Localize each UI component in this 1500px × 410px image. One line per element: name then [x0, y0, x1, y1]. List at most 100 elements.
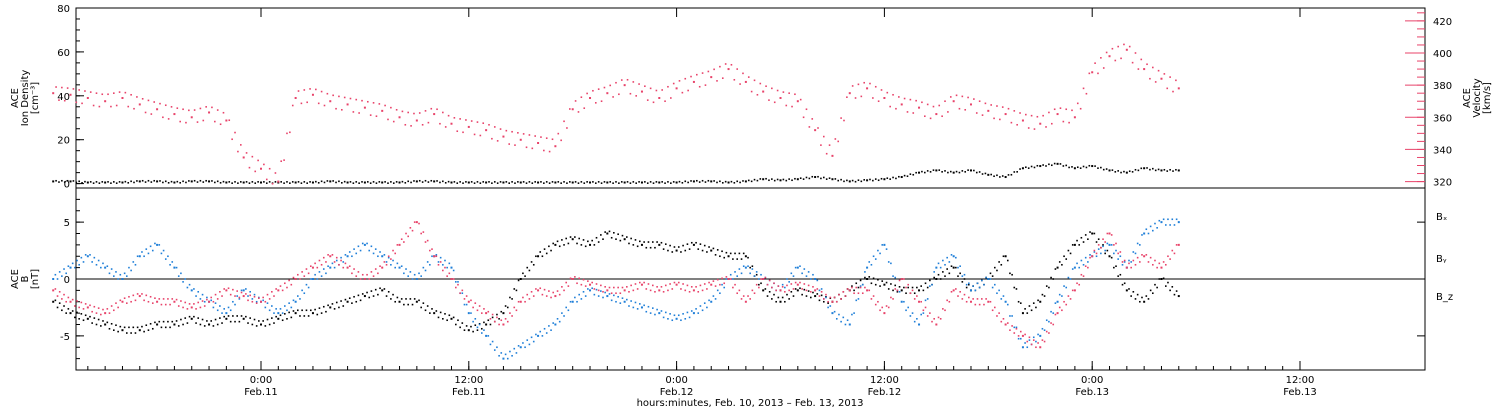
- velocity-point: [465, 119, 467, 121]
- velocity-point: [332, 94, 334, 97]
- density-point: [450, 181, 453, 184]
- density-point: [384, 181, 386, 183]
- By-point: [937, 262, 940, 265]
- Bx-point: [465, 325, 468, 327]
- Bz-point: [1054, 313, 1057, 316]
- density-point: [644, 181, 646, 183]
- By-point: [301, 289, 303, 292]
- By-point: [493, 349, 496, 351]
- velocity-point: [831, 154, 834, 157]
- density-point: [433, 180, 436, 183]
- velocity-point: [600, 100, 603, 103]
- By-point: [452, 269, 455, 272]
- density-point: [395, 181, 398, 183]
- Bz-point: [1035, 346, 1037, 349]
- Bx-point: [1030, 309, 1033, 312]
- Bx-point: [866, 278, 869, 280]
- Bx-point: [576, 242, 578, 245]
- velocity-point: [323, 104, 326, 107]
- density-point: [987, 173, 990, 176]
- By-point: [1054, 302, 1057, 304]
- Bz-point: [840, 298, 842, 300]
- density-point: [973, 169, 975, 172]
- x-tick-label-time: 0:00: [250, 375, 272, 386]
- Bx-point: [195, 322, 197, 324]
- By-point: [182, 281, 184, 283]
- Bz-point: [721, 277, 723, 280]
- density-point: [661, 181, 663, 183]
- Bz-point: [1152, 263, 1154, 266]
- Bz-point: [506, 320, 509, 323]
- Bz-point: [543, 288, 546, 291]
- Bz-point: [874, 303, 877, 306]
- Bx-point: [684, 249, 687, 252]
- density-point: [453, 181, 456, 183]
- velocity-point: [1001, 106, 1004, 108]
- Bz-point: [796, 283, 799, 286]
- velocity-point: [779, 97, 782, 99]
- velocity-point: [851, 85, 854, 87]
- By-point: [981, 279, 983, 282]
- Bz-point: [121, 300, 124, 303]
- Bx-point: [288, 311, 290, 314]
- Bz-point: [872, 295, 875, 297]
- Bz-point: [545, 295, 548, 297]
- By-point: [264, 306, 267, 309]
- Bz-point: [1032, 339, 1035, 341]
- velocity-point: [251, 155, 254, 158]
- Bx-point: [662, 248, 665, 250]
- velocity-point: [436, 108, 438, 111]
- By-point: [483, 329, 485, 331]
- velocity-point: [742, 72, 744, 75]
- x-tick-label-time: 0:00: [1081, 375, 1103, 386]
- Bx-point: [725, 251, 728, 254]
- density-point: [144, 181, 147, 183]
- velocity-point: [508, 143, 511, 145]
- Bz-point: [1030, 343, 1033, 346]
- Bz-point: [524, 300, 526, 303]
- By-point: [318, 271, 321, 273]
- By-point: [463, 303, 466, 306]
- By-point: [128, 266, 130, 269]
- Bx-point: [513, 288, 516, 290]
- By-point: [626, 298, 628, 301]
- By-point: [67, 265, 70, 268]
- Bx-point: [1123, 282, 1126, 285]
- Bx-point: [496, 313, 498, 316]
- density-point: [1068, 166, 1070, 169]
- density-point: [107, 181, 109, 183]
- Bx-point: [125, 332, 128, 334]
- velocity-point: [586, 92, 588, 95]
- velocity-point: [969, 103, 972, 106]
- By-point: [327, 265, 329, 268]
- By-point: [502, 357, 505, 360]
- density-point: [1071, 166, 1073, 168]
- By-point: [296, 295, 299, 297]
- velocity-point: [759, 82, 762, 85]
- Bz-point: [773, 282, 775, 285]
- density-point: [915, 171, 917, 174]
- velocity-point: [661, 89, 663, 91]
- Bz-point: [719, 283, 721, 286]
- By-point: [550, 329, 552, 331]
- Bz-point: [472, 306, 474, 309]
- By-point: [311, 278, 314, 280]
- density-point: [1059, 163, 1062, 165]
- velocity-point: [854, 97, 857, 99]
- density-point: [1094, 165, 1096, 167]
- Bz-point: [210, 296, 213, 299]
- By-point: [372, 252, 375, 255]
- velocity-point: [459, 118, 461, 120]
- By-point: [446, 266, 448, 269]
- Bx-point: [281, 319, 284, 322]
- density-point: [742, 180, 744, 182]
- velocity-tick-label: 400: [1433, 49, 1452, 60]
- density-point: [846, 179, 848, 182]
- velocity-point: [696, 73, 698, 76]
- By-point: [1128, 259, 1130, 262]
- density-point: [739, 181, 741, 184]
- Bz-point: [755, 283, 758, 286]
- density-point: [877, 179, 880, 182]
- Bx-point: [396, 296, 399, 299]
- By-point: [1149, 225, 1152, 228]
